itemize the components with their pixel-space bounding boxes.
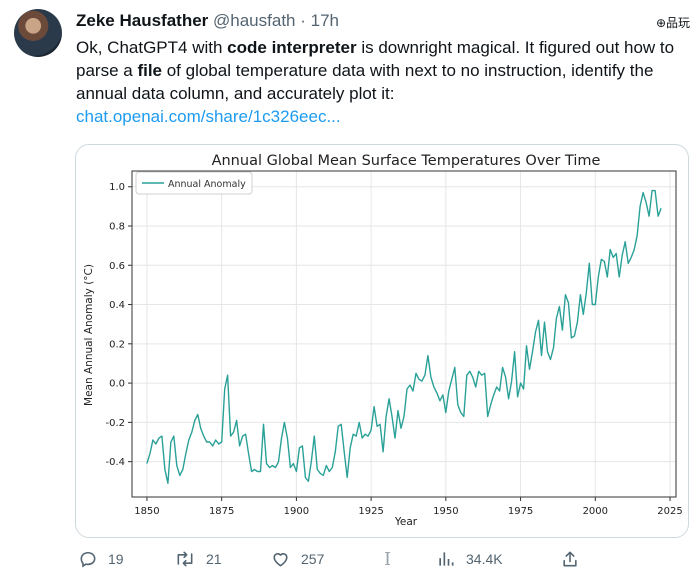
- y-tick-label: 0.2: [109, 339, 125, 350]
- y-axis-label: Mean Annual Anomaly (°C): [83, 264, 95, 406]
- action-bar: 19 21 257 I 34.4K: [76, 549, 686, 575]
- x-axis-label: Year: [394, 516, 418, 528]
- tick-labels: 1850 1875 1900 1925 1950 1975 2000 2025 -0.4 -0.2…: [105, 182, 682, 517]
- tweet-link[interactable]: chat.openai.com/share/1c326eec...: [76, 107, 341, 126]
- y-tick-label: 0.8: [109, 221, 125, 232]
- tweet-body: Ok, ChatGPT4 with code interpreter is do…: [76, 36, 691, 128]
- tweet-text-bold: file: [137, 61, 162, 80]
- y-tick-label: 0.6: [109, 261, 125, 272]
- temperature-chart: Annual Global Mean Surface Temperatures …: [83, 153, 683, 528]
- retweet-icon: [177, 551, 193, 567]
- x-tick-label: 1975: [508, 506, 533, 517]
- legend-box: [135, 171, 253, 195]
- legend: Annual Anomaly: [135, 171, 253, 195]
- chart-title: Annual Global Mean Surface Temperatures …: [212, 153, 601, 169]
- plot-frame: [131, 170, 677, 498]
- tweet-text-part: Ok, ChatGPT4 with: [76, 38, 228, 57]
- x-tick-label: 1925: [358, 506, 383, 517]
- x-tick-label: 2025: [657, 506, 682, 517]
- y-tick-label: 0.0: [109, 379, 125, 390]
- media-card[interactable]: Annual Global Mean Surface Temperatures …: [75, 144, 689, 538]
- tweet-header: Zeke Hausfather @hausfath · 17h: [76, 10, 339, 32]
- tweet-text-part: is downright magical. It figured out how…: [76, 38, 675, 80]
- y-tick-label: 1.0: [109, 182, 125, 193]
- reply-count: 19: [108, 551, 124, 567]
- timestamp[interactable]: 17h: [310, 11, 340, 30]
- grid-lines: [132, 171, 676, 497]
- author-handle[interactable]: @hausfath: [213, 11, 296, 30]
- x-tick-label: 1900: [284, 506, 309, 517]
- y-tick-label: -0.4: [105, 457, 125, 468]
- views-button[interactable]: 34.4K: [436, 549, 503, 569]
- like-icon: [273, 553, 288, 567]
- separator-dot: ·: [300, 11, 306, 30]
- like-button[interactable]: 257: [270, 549, 324, 569]
- views-count: 34.4K: [466, 551, 503, 567]
- x-tick-label: 1950: [433, 506, 458, 517]
- tweet-text-bold: code interpreter: [227, 38, 357, 57]
- like-count: 257: [301, 551, 325, 567]
- x-tick-label: 1850: [134, 506, 159, 517]
- share-icon: [563, 551, 577, 567]
- retweet-button[interactable]: 21: [174, 549, 222, 569]
- axes: [128, 170, 677, 501]
- watermark-badge: ⊕品玩: [655, 16, 690, 30]
- series-line-annual-anomaly: [146, 189, 662, 484]
- share-button[interactable]: [560, 549, 580, 569]
- reply-icon: [80, 551, 96, 568]
- avatar[interactable]: [14, 9, 62, 57]
- bookmark-cursor-icon: I: [384, 549, 392, 570]
- y-tick-label: 0.4: [109, 300, 125, 311]
- text-cursor-marker: I: [384, 549, 391, 570]
- x-tick-label: 2000: [583, 506, 608, 517]
- retweet-count: 21: [206, 551, 222, 567]
- legend-label: Annual Anomaly: [168, 179, 246, 190]
- views-icon: [439, 552, 454, 566]
- tweet-text-part: of global temperature data with next to …: [76, 61, 654, 103]
- author-name[interactable]: Zeke Hausfather: [76, 11, 209, 30]
- reply-button[interactable]: 19: [78, 549, 124, 569]
- y-tick-label: -0.2: [105, 418, 125, 429]
- x-tick-label: 1875: [209, 506, 234, 517]
